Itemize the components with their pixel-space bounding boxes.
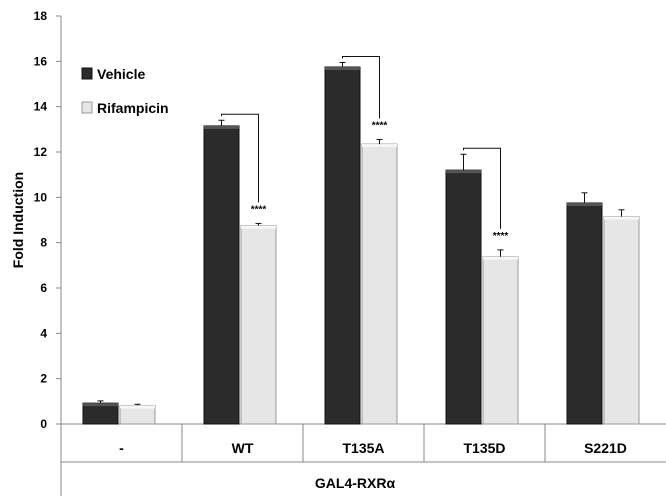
bar-vehicle-2 — [324, 66, 361, 425]
bar-rifampicin-3 — [482, 256, 519, 425]
error-bars — [97, 61, 625, 406]
legend-label-rifampicin: Rifampicin — [97, 100, 169, 116]
bar-rifampicin-2 — [361, 143, 398, 425]
y-tick-label: 8 — [40, 236, 47, 250]
bar-top-edge — [604, 216, 639, 220]
y-tick-label: 14 — [34, 100, 48, 114]
category-label: T135A — [342, 440, 384, 456]
legend-swatch-rifampicin — [81, 101, 93, 114]
significance-annotations: **** **** **** — [221, 55, 509, 242]
y-axis: 0 2 4 6 8 10 12 14 16 18 — [34, 9, 62, 496]
category-label: S221D — [584, 440, 627, 456]
x-axis-title: GAL4-RXRα — [315, 475, 396, 491]
significance-bracket — [342, 55, 380, 119]
y-tick-label: 16 — [34, 54, 48, 68]
significance-label: **** — [493, 231, 509, 242]
significance-bracket — [463, 147, 501, 229]
legend-swatch-vehicle — [81, 67, 93, 80]
bar-top-edge — [446, 170, 481, 174]
legend: Vehicle Rifampicin — [81, 66, 169, 116]
bar-vehicle-3 — [445, 169, 482, 425]
legend-label-vehicle: Vehicle — [97, 66, 145, 82]
significance-bracket — [221, 113, 259, 203]
bars — [82, 66, 640, 425]
bar-top-edge — [567, 203, 602, 206]
y-tick-label: 6 — [40, 281, 47, 295]
significance-label: **** — [251, 204, 267, 215]
category-label: WT — [232, 440, 254, 456]
bar-vehicle-4 — [566, 202, 603, 425]
y-tick-label: 4 — [40, 326, 47, 340]
x-axis: - WT T135A T135D S221D — [61, 423, 666, 463]
bar-rifampicin-1 — [240, 225, 277, 425]
category-label: T135D — [463, 440, 505, 456]
category-label: - — [119, 440, 124, 456]
bar-top-edge — [483, 256, 518, 260]
y-axis-title: Fold Induction — [10, 172, 26, 268]
y-tick-label: 2 — [40, 372, 47, 386]
bar-vehicle-0 — [82, 402, 119, 425]
bar-top-edge — [83, 403, 118, 407]
y-tick-label: 12 — [34, 145, 48, 159]
bar-top-edge — [362, 144, 397, 148]
y-tick-label: 10 — [34, 190, 48, 204]
significance-label: **** — [372, 121, 388, 132]
bar-top-edge — [120, 405, 155, 409]
bar-top-edge — [241, 225, 276, 229]
y-tick-label: 0 — [40, 417, 47, 431]
y-tick-label: 18 — [34, 9, 48, 23]
bar-rifampicin-4 — [603, 216, 640, 425]
bar-vehicle-1 — [203, 125, 240, 425]
bar-top-edge — [325, 67, 360, 70]
bar-top-edge — [204, 125, 239, 129]
